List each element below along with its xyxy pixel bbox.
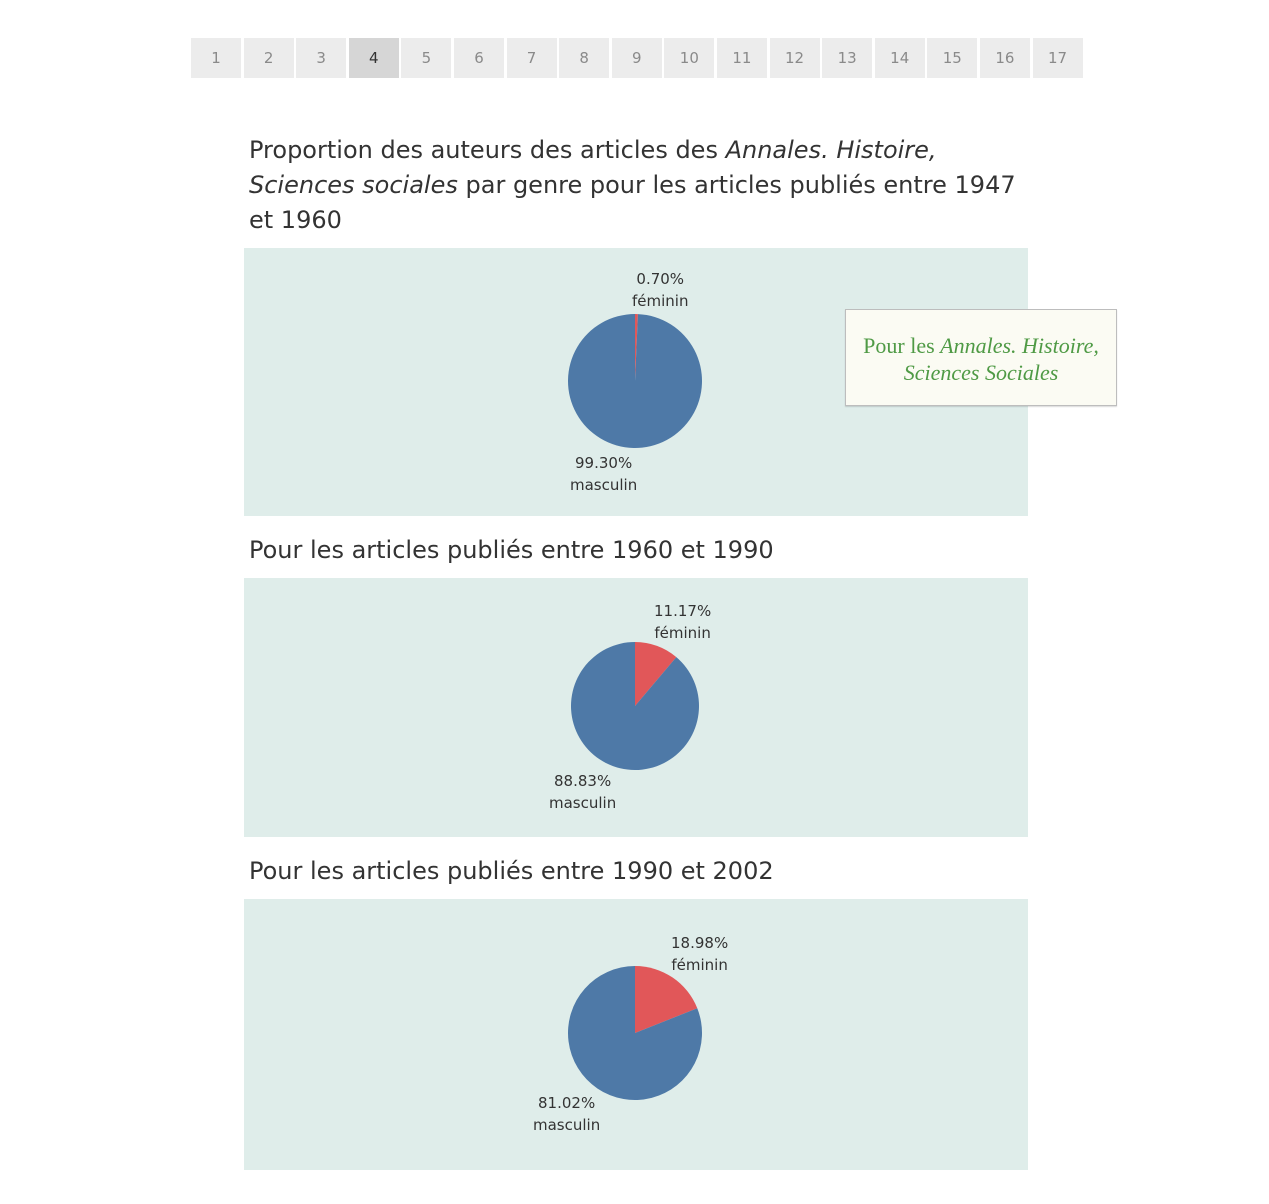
pie-chart-1990-2002 <box>568 966 702 1100</box>
label-category: féminin <box>632 292 689 310</box>
label-value: 88.83% <box>554 772 612 790</box>
label-category: féminin <box>671 956 728 974</box>
annotation-box: Pour les Annales. Histoire, Sciences Soc… <box>845 309 1117 406</box>
pie-slice-masculin <box>571 642 699 770</box>
pie-slice-masculin <box>568 966 702 1100</box>
chart-panel-1990-2002: 18.98% féminin 81.02% masculin <box>244 899 1028 1170</box>
pie-chart-1960-1990 <box>571 642 699 770</box>
page-button-12[interactable]: 12 <box>769 38 820 78</box>
page-button-14[interactable]: 14 <box>874 38 925 78</box>
page-button-4[interactable]: 4 <box>348 38 399 78</box>
label-value: 99.30% <box>575 454 633 472</box>
chart-title-1960-1990: Pour les articles publiés entre 1960 et … <box>249 536 774 564</box>
chart-title-1990-2002: Pour les articles publiés entre 1990 et … <box>249 857 774 885</box>
page-button-16[interactable]: 16 <box>979 38 1030 78</box>
pagination: 1 2 3 4 5 6 7 8 9 10 11 12 13 14 15 16 17 <box>191 38 1085 78</box>
pie-slice-feminin <box>635 966 698 1033</box>
page-button-11[interactable]: 11 <box>716 38 767 78</box>
page-button-15[interactable]: 15 <box>927 38 978 78</box>
label-category: masculin <box>549 794 617 812</box>
page-button-6[interactable]: 6 <box>453 38 504 78</box>
label-category: féminin <box>654 624 711 642</box>
note-text-plain: Pour les <box>863 333 941 358</box>
label-feminin-1947-1960: 0.70% féminin <box>632 268 688 312</box>
pie-slice-feminin <box>635 314 638 381</box>
pie-slice-masculin <box>568 314 702 448</box>
pie-slice-feminin <box>635 642 677 706</box>
page-button-8[interactable]: 8 <box>559 38 610 78</box>
page-button-3[interactable]: 3 <box>296 38 347 78</box>
chart-panel-1960-1990: 11.17% féminin 88.83% masculin <box>244 578 1028 837</box>
label-value: 0.70% <box>636 270 685 288</box>
label-value: 18.98% <box>671 934 729 952</box>
chart-title-1947-1960: Proportion des auteurs des articles des … <box>249 133 1039 238</box>
page-button-7[interactable]: 7 <box>506 38 557 78</box>
label-category: masculin <box>533 1116 601 1134</box>
chart-panel-1947-1960: 0.70% féminin 99.30% masculin <box>244 248 1028 516</box>
page-button-1[interactable]: 1 <box>191 38 241 78</box>
page-button-9[interactable]: 9 <box>611 38 662 78</box>
label-masculin-1960-1990: 88.83% masculin <box>549 770 616 814</box>
page-button-10[interactable]: 10 <box>664 38 715 78</box>
label-masculin-1947-1960: 99.30% masculin <box>570 452 637 496</box>
page-button-2[interactable]: 2 <box>243 38 294 78</box>
label-feminin-1960-1990: 11.17% féminin <box>654 600 711 644</box>
label-category: masculin <box>570 476 638 494</box>
note-journal-name: Annales. Histoire, Sciences Sociales <box>903 333 1099 385</box>
pie-chart-1947-1960 <box>568 314 702 448</box>
page-button-17[interactable]: 17 <box>1032 38 1083 78</box>
title-text-part2: par genre pour les articles publiés entr… <box>249 171 1016 234</box>
label-feminin-1990-2002: 18.98% féminin <box>671 932 728 976</box>
label-value: 11.17% <box>654 602 712 620</box>
page-button-13[interactable]: 13 <box>822 38 873 78</box>
label-masculin-1990-2002: 81.02% masculin <box>533 1092 600 1136</box>
journal-name: Annales. Histoire, Sciences sociales <box>249 136 937 199</box>
label-value: 81.02% <box>538 1094 596 1112</box>
title-text-part1: Proportion des auteurs des articles des <box>249 136 726 164</box>
page-button-5[interactable]: 5 <box>401 38 452 78</box>
